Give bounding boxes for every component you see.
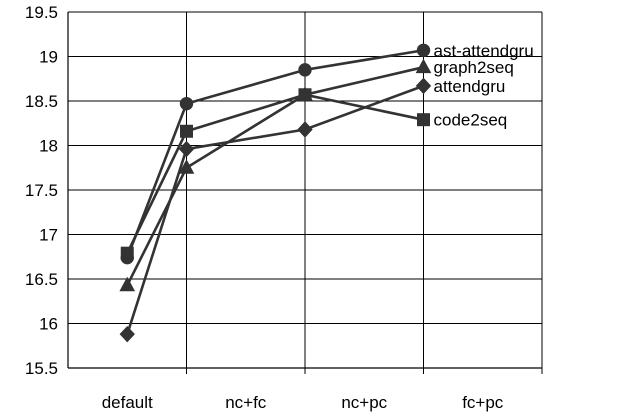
ast-attendgru-marker (298, 63, 312, 77)
code2seq-line (126, 93, 424, 254)
ast-attendgru-line (126, 48, 424, 259)
graph2seq-marker (178, 159, 195, 174)
series-code2seq (120, 88, 430, 260)
x-tick-label: nc+pc (341, 393, 387, 412)
series-label-attendgru: attendgru (434, 77, 506, 96)
code2seq-marker (298, 88, 312, 102)
graph2seq-marker (415, 58, 432, 74)
y-tick-label: 18 (39, 137, 58, 156)
series-label-graph2seq: graph2seq (434, 58, 514, 77)
attendgru-marker (415, 77, 432, 95)
graph2seq-marker (119, 276, 136, 292)
series-label-ast-attendgru: ast-attendgru (434, 41, 534, 60)
x-tick-label: nc+fc (225, 393, 267, 412)
axes (67, 12, 542, 369)
y-tick-label: 15.5 (25, 359, 58, 378)
y-tick-label: 17.5 (25, 181, 58, 200)
ast-attendgru-marker (416, 43, 431, 57)
graph2seq-line (126, 65, 424, 286)
series-label-code2seq: code2seq (434, 111, 508, 130)
series-graph2seq (119, 58, 432, 292)
x-tick-labels: default nc+fc nc+pc fc+pc (102, 393, 504, 412)
code2seq-marker (417, 113, 430, 127)
y-tick-label: 17 (39, 226, 58, 245)
attendgru-marker (178, 140, 195, 158)
series-group (119, 43, 432, 343)
y-tick-label: 19 (39, 48, 58, 67)
attendgru-marker (119, 325, 135, 343)
series-attendgru (119, 77, 432, 343)
attendgru-marker (297, 121, 313, 138)
ast-attendgru-marker (179, 96, 194, 111)
y-tick-label: 18.5 (25, 92, 58, 111)
x-tick-label: fc+pc (462, 393, 504, 412)
x-tick-label: default (102, 393, 153, 412)
y-tick-label: 16.5 (25, 270, 58, 289)
attendgru-line (126, 84, 424, 335)
code2seq-marker (120, 246, 134, 260)
y-tick-labels: 15.5 16 16.5 17 17.5 18 18.5 19 19.5 (25, 3, 58, 378)
code2seq-marker (180, 124, 193, 138)
y-tick-label: 19.5 (25, 3, 58, 22)
y-tick-label: 16 (39, 315, 58, 334)
